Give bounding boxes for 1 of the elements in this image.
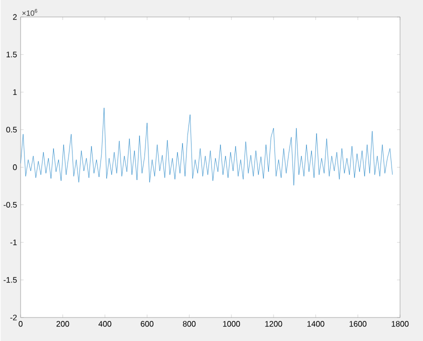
line-series — [20, 107, 393, 186]
